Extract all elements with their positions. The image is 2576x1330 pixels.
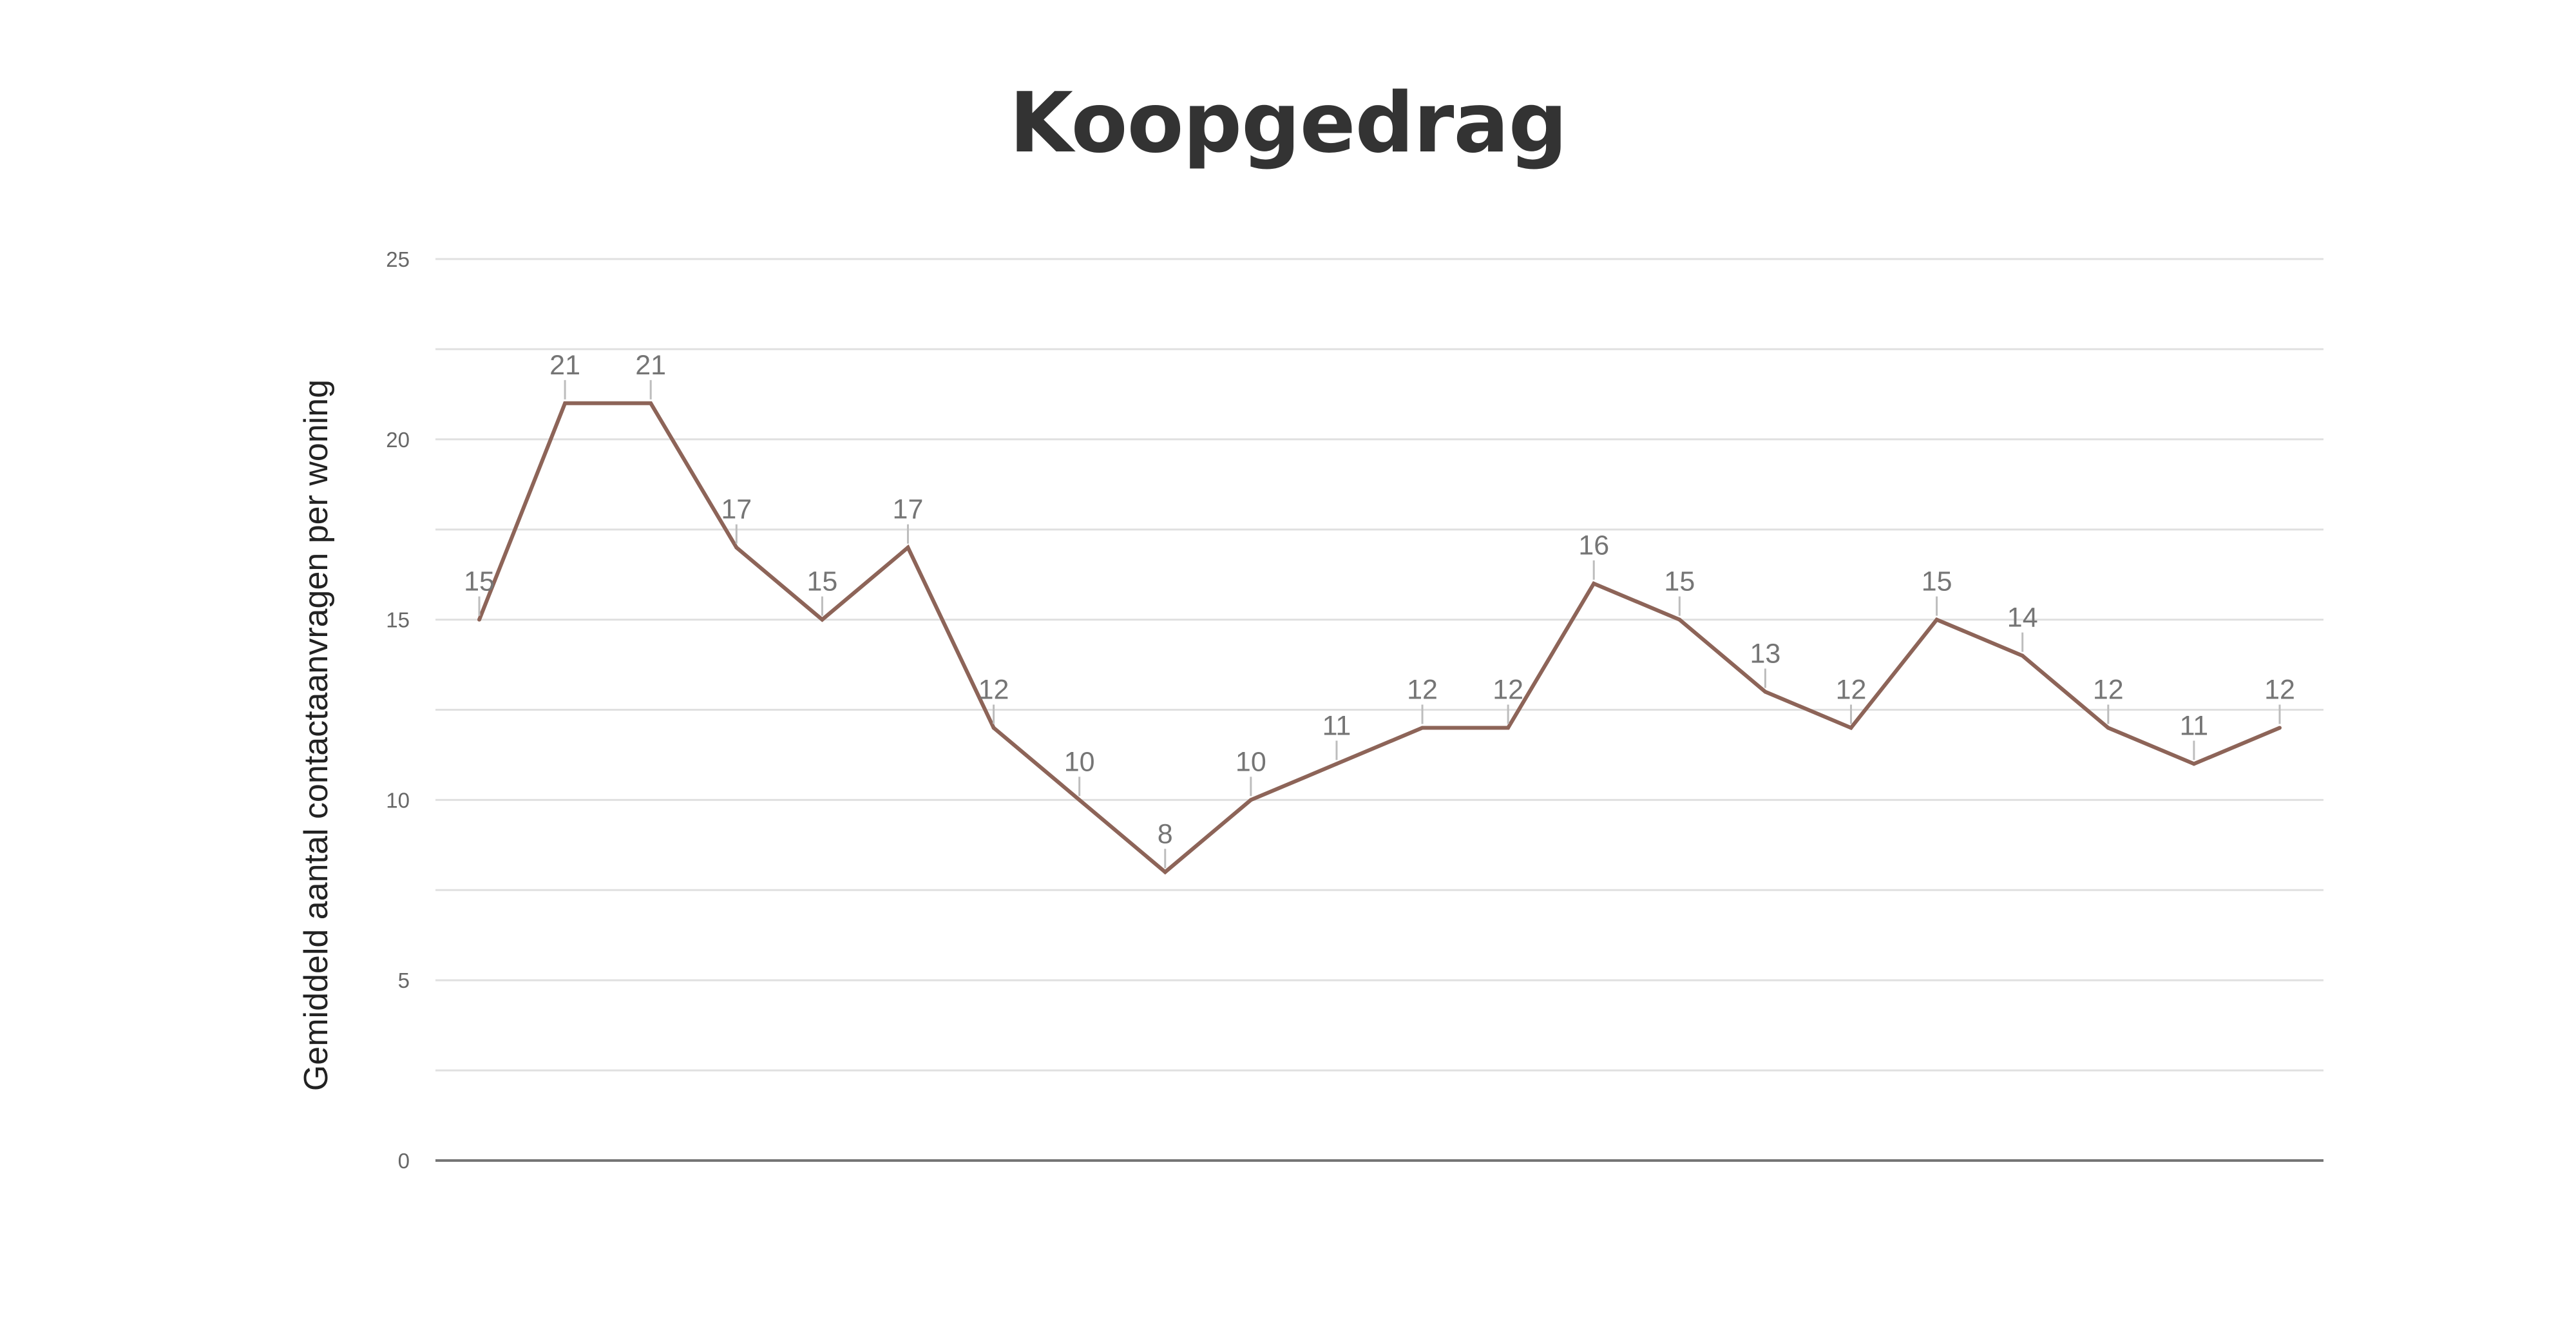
data-label: 12 xyxy=(978,674,1009,705)
data-point xyxy=(563,401,568,405)
y-tick-label: 0 xyxy=(398,1149,410,1173)
data-point xyxy=(991,726,996,730)
data-point xyxy=(1506,726,1511,730)
data-label: 17 xyxy=(721,494,752,525)
data-point xyxy=(2106,726,2110,730)
data-label: 11 xyxy=(1322,710,1351,741)
data-label: 15 xyxy=(1922,566,1952,597)
y-axis-ticks: 0 5 10 15 20 25 xyxy=(386,247,410,1173)
data-label: 12 xyxy=(2093,674,2124,705)
data-label: 12 xyxy=(1407,674,1438,705)
data-point xyxy=(2191,762,2196,766)
chart-title: Koopgedrag xyxy=(1009,75,1568,171)
data-label: 11 xyxy=(2180,710,2209,741)
data-label: 21 xyxy=(549,350,580,381)
data-label: 10 xyxy=(1236,746,1266,777)
data-label: 13 xyxy=(1750,639,1781,670)
data-point xyxy=(1677,617,1682,622)
series-line xyxy=(477,401,2281,875)
data-point xyxy=(649,401,653,405)
data-point xyxy=(477,617,481,622)
data-point xyxy=(2278,726,2282,730)
data-point xyxy=(1934,617,1939,622)
y-tick-label: 15 xyxy=(386,608,410,632)
data-label: 17 xyxy=(893,494,924,525)
data-point xyxy=(1592,581,1596,586)
data-point xyxy=(734,545,739,550)
data-point xyxy=(1248,798,1253,802)
grid-lines xyxy=(435,258,2323,1162)
data-point xyxy=(906,545,910,550)
y-tick-label: 25 xyxy=(386,247,410,271)
y-tick-label: 20 xyxy=(386,428,410,452)
data-label: 15 xyxy=(464,566,495,597)
data-point xyxy=(1077,798,1082,802)
data-label: 15 xyxy=(1664,566,1695,597)
data-label: 16 xyxy=(1578,530,1609,561)
data-point xyxy=(1849,726,1853,730)
data-point xyxy=(2020,653,2025,658)
data-point xyxy=(1334,762,1339,766)
data-point xyxy=(820,617,825,622)
data-label: 12 xyxy=(1493,674,1523,705)
data-point xyxy=(1163,870,1167,874)
data-labels: 15 21 21 17 15 17 12 10 8 10 11 12 12 16 15 13 12 15 14 12 1… xyxy=(464,350,2295,869)
data-point xyxy=(1763,689,1768,694)
series-layer xyxy=(477,401,2282,875)
data-label: 10 xyxy=(1064,746,1095,777)
data-label: 8 xyxy=(1158,818,1173,849)
data-point xyxy=(1420,726,1425,730)
y-tick-label: 5 xyxy=(398,969,410,992)
data-label: 12 xyxy=(2264,674,2295,705)
data-label: 15 xyxy=(806,566,837,597)
data-label: 21 xyxy=(635,350,666,381)
data-label: 12 xyxy=(1836,674,1867,705)
y-axis-title: Gemiddeld aantal contactaanvragen per wo… xyxy=(298,380,335,1091)
y-tick-label: 10 xyxy=(386,788,410,812)
data-label: 14 xyxy=(2007,602,2038,633)
